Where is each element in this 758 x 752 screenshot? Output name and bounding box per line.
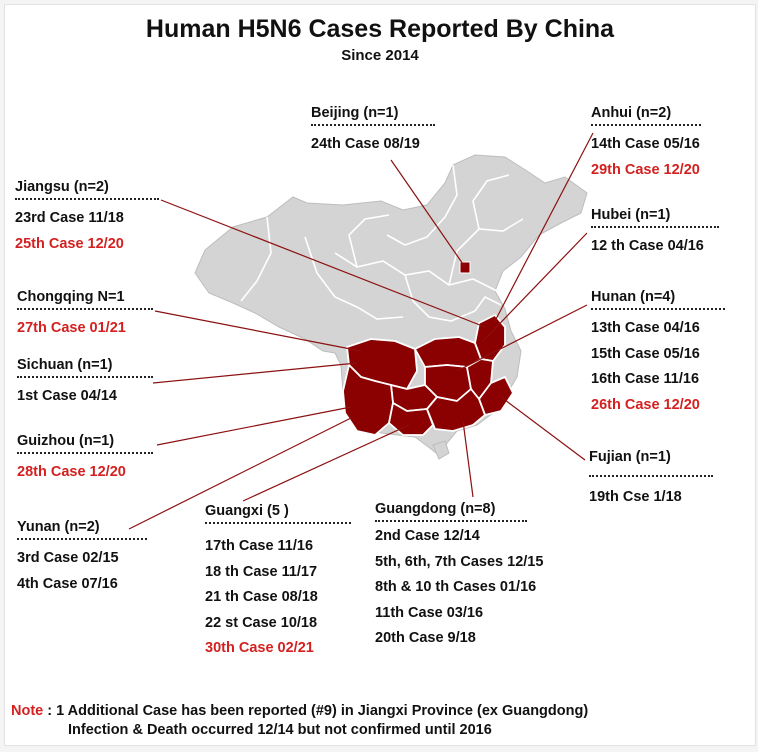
- highlighted-provinces: [342, 314, 514, 436]
- case-line: 13th Case 04/16: [591, 320, 700, 336]
- province-chongqing: Chongqing N=1 27th Case 01/21: [17, 289, 153, 342]
- leader-anhui: [494, 132, 594, 322]
- case-line: 19th Cse 1/18: [589, 489, 682, 505]
- leader-chongqing: [154, 310, 362, 352]
- leader-guizhou: [156, 406, 352, 446]
- province-name: Anhui (n=2): [591, 105, 672, 121]
- province-name: Jiangsu (n=2): [15, 179, 109, 195]
- case-line: 18 th Case 11/17: [205, 563, 318, 580]
- province-jiangsu: Jiangsu (n=2) 23rd Case 11/18 25th Case …: [15, 179, 159, 257]
- province-hunan: Hunan (n=4) 13th Case 04/16 15th Case 05…: [591, 289, 725, 418]
- divider: [591, 124, 701, 126]
- divider: [375, 520, 527, 522]
- case-line: 28th Case 12/20: [17, 464, 126, 480]
- case-line: 24th Case 08/19: [311, 136, 420, 152]
- case-line: 23rd Case 11/18: [15, 210, 124, 226]
- province-name: Hubei (n=1): [591, 207, 671, 223]
- province-name: Beijing (n=1): [311, 105, 399, 121]
- divider: [311, 124, 435, 126]
- divider: [591, 226, 719, 228]
- divider: [205, 522, 351, 524]
- province-name: Chongqing N=1: [17, 289, 125, 305]
- region-guangxi: [388, 402, 434, 436]
- case-line: 2nd Case 12/14: [375, 528, 480, 544]
- case-line: 5th, 6th, 7th Cases 12/15: [375, 553, 544, 570]
- province-yunan: Yunan (n=2) 3rd Case 02/15 4th Case 07/1…: [17, 519, 147, 597]
- case-line: 26th Case 12/20: [591, 396, 700, 413]
- leader-hubei: [482, 232, 588, 342]
- case-line: 15th Case 05/16: [591, 345, 700, 362]
- case-line: 3rd Case 02/15: [17, 550, 119, 566]
- province-anhui: Anhui (n=2) 14th Case 05/16 29th Case 12…: [591, 105, 701, 183]
- leader-hunan: [456, 304, 588, 372]
- leader-guangdong: [462, 420, 474, 498]
- divider: [591, 308, 725, 310]
- province-name: Guizhou (n=1): [17, 433, 115, 449]
- case-line: 14th Case 05/16: [591, 136, 700, 152]
- divider: [17, 538, 147, 540]
- province-beijing: Beijing (n=1) 24th Case 08/19: [311, 105, 435, 158]
- case-line: 8th & 10 th Cases 01/16: [375, 579, 537, 595]
- note-line-1: : 1 Additional Case has been reported (#…: [47, 703, 589, 719]
- province-hubei: Hubei (n=1) 12 th Case 04/16: [591, 207, 719, 260]
- province-name: Fujian (n=1): [589, 449, 671, 465]
- leader-fujian: [500, 396, 586, 461]
- case-line: 16th Case 11/16: [591, 371, 700, 387]
- leader-sichuan: [152, 362, 358, 384]
- case-line: 17th Case 11/16: [205, 538, 314, 554]
- infographic-subtitle: Since 2014: [341, 47, 419, 64]
- divider: [589, 475, 713, 477]
- divider: [17, 452, 153, 454]
- province-sichuan: Sichuan (n=1) 1st Case 04/14: [17, 357, 153, 410]
- case-line: 25th Case 12/20: [15, 235, 124, 252]
- province-name: Guangxi (5 ): [205, 503, 289, 519]
- case-line: 12 th Case 04/16: [591, 238, 704, 254]
- divider: [17, 376, 153, 378]
- region-guangdong: [426, 388, 486, 432]
- leader-guangxi: [242, 424, 410, 502]
- province-fujian: Fujian (n=1) 19th Cse 1/18: [589, 449, 713, 511]
- province-boundaries: [240, 164, 524, 322]
- province-name: Yunan (n=2): [17, 519, 100, 535]
- province-guizhou: Guizhou (n=1) 28th Case 12/20: [17, 433, 153, 486]
- infographic-title: Human H5N6 Cases Reported By China: [145, 15, 615, 43]
- province-guangdong: Guangdong (n=8) 2nd Case 12/14 5th, 6th,…: [375, 501, 543, 652]
- case-line: 11th Case 03/16: [375, 604, 484, 621]
- case-line: 20th Case 9/18: [375, 630, 476, 646]
- case-line: 22 st Case 10/18: [205, 614, 318, 631]
- note-label: Note: [11, 703, 44, 719]
- province-name: Sichuan (n=1): [17, 357, 113, 373]
- province-name: Hunan (n=4): [591, 289, 676, 305]
- hainan-island: [432, 440, 450, 460]
- divider: [15, 198, 159, 200]
- case-line: 27th Case 01/21: [17, 320, 126, 336]
- divider: [17, 308, 153, 310]
- china-map: [128, 132, 594, 530]
- case-line: 4th Case 07/16: [17, 575, 118, 592]
- case-line: 1st Case 04/14: [17, 388, 117, 404]
- note-line-2: Infection & Death occurred 12/14 but not…: [68, 722, 492, 738]
- footnote: Note : 1 Additional Case has been report…: [11, 703, 588, 738]
- leader-beijing: [390, 159, 466, 268]
- leader-jiangsu: [160, 199, 486, 328]
- beijing-marker: [459, 261, 471, 274]
- leader-yunan: [128, 416, 354, 530]
- province-name: Guangdong (n=8): [375, 501, 496, 517]
- province-guangxi: Guangxi (5 ) 17th Case 11/16 18 th Case …: [205, 503, 351, 662]
- case-line: 29th Case 12/20: [591, 161, 700, 178]
- case-line: 21 th Case 08/18: [205, 589, 318, 605]
- case-line: 30th Case 02/21: [205, 640, 314, 656]
- infographic: Human H5N6 Cases Reported By China Since…: [4, 4, 756, 746]
- leader-lines: [128, 132, 594, 530]
